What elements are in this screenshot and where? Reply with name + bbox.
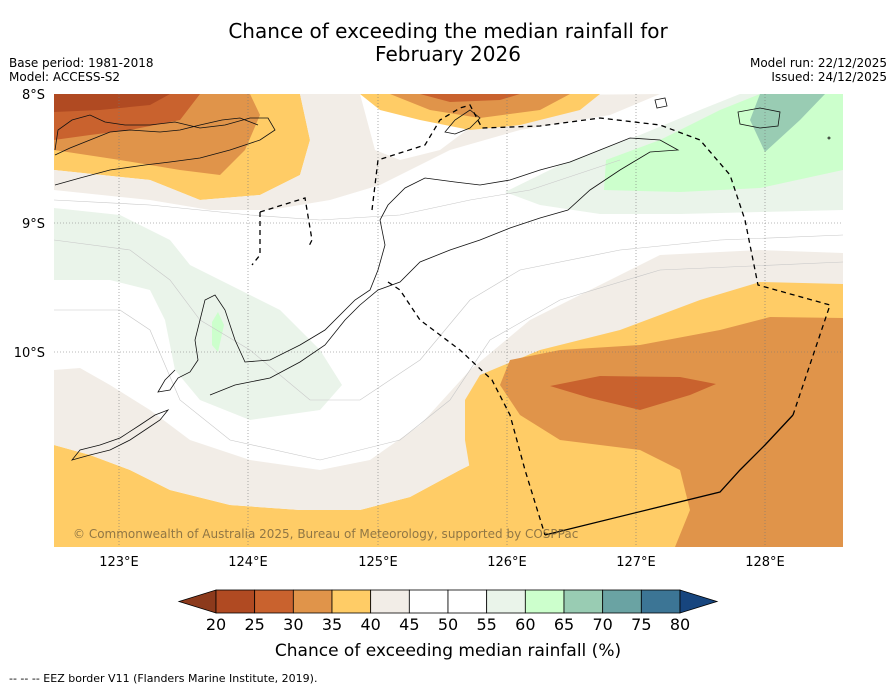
lon-label-125e: 125°E <box>358 555 398 570</box>
issue-info: Model run: 22/12/2025 Issued: 24/12/2025 <box>750 56 887 84</box>
colorbar-swatch <box>447 589 488 614</box>
colorbar-over-arrow <box>679 589 719 614</box>
issued-text: Issued: 24/12/2025 <box>771 70 887 84</box>
colorbar-tick-label: 65 <box>553 615 575 634</box>
colorbar-tick-label: 80 <box>669 615 691 634</box>
model-name-text: Model: ACCESS-S2 <box>9 70 121 84</box>
lat-label-10s: 10°S <box>14 346 45 361</box>
colorbar-tick-label: 55 <box>476 615 497 634</box>
lon-label-123e: 123°E <box>99 555 139 570</box>
colorbar-swatch <box>370 589 410 614</box>
romang-coastline <box>654 97 668 109</box>
colorbar-tick-label: 75 <box>631 615 652 634</box>
coastlines <box>54 97 831 461</box>
colorbar-swatch <box>524 589 565 614</box>
colorbar-under-arrow <box>177 589 217 614</box>
colorbar-tick-label: 45 <box>399 615 420 634</box>
band-nc-25-30 <box>420 94 520 102</box>
colorbar-title: Chance of exceeding median rainfall (%) <box>274 641 622 661</box>
base-period-text: Base period: 1981-2018 <box>9 56 154 70</box>
colorbar-tick-label: 60 <box>515 615 536 634</box>
lat-label-9s: 9°S <box>22 217 45 232</box>
lon-label-127e: 127°E <box>616 555 656 570</box>
kisar-coastline <box>737 107 781 129</box>
colorbar-swatch <box>292 589 333 614</box>
map-title: Chance of exceeding the median rainfall … <box>0 20 896 66</box>
colorbar-tick-label: 70 <box>592 615 613 634</box>
band-south-40-45 <box>54 250 843 510</box>
flores-east-coastline <box>54 117 259 156</box>
map-plot-area: © Commonwealth of Australia 2025, Bureau… <box>54 94 843 547</box>
colorbar-tick-label: 20 <box>205 615 227 634</box>
model-run-text: Model run: 22/12/2025 <box>749 56 887 70</box>
contour-lines <box>54 159 843 461</box>
rote-coastline <box>70 409 170 461</box>
alor-coastline <box>54 114 276 186</box>
lon-label-128e: 128°E <box>745 555 785 570</box>
map-title-line1: Chance of exceeding the median rainfall … <box>228 19 668 43</box>
colorbar <box>177 589 719 614</box>
eez-solid-border <box>544 414 794 536</box>
colorbar-swatch <box>331 589 372 614</box>
colorbar-swatch <box>486 589 526 614</box>
band-nc-30-35 <box>390 94 570 118</box>
wetar-coastline <box>444 109 481 135</box>
colorbar-swatch <box>640 589 681 614</box>
lon-label-126e: 126°E <box>487 555 527 570</box>
graticule <box>54 94 843 547</box>
colorbar-tick-label: 40 <box>360 615 381 634</box>
colorbar-swatch <box>215 589 256 614</box>
eez-borders <box>251 104 831 536</box>
colorbar-tick-label: 30 <box>283 615 304 634</box>
copyright-text: © Commonwealth of Australia 2025, Bureau… <box>73 527 578 541</box>
colorbar-tick-label: 25 <box>244 615 265 634</box>
latitude-labels: 8°S 9°S 10°S <box>14 88 45 361</box>
colorbar-swatch <box>602 589 642 614</box>
band-nw-20-25 <box>54 94 170 112</box>
colorbar-tick-label: 50 <box>437 615 459 634</box>
colorbar-swatch <box>254 589 294 614</box>
band-south-25-30 <box>550 376 716 410</box>
map-title-line2: February 2026 <box>375 42 521 66</box>
band-ne-65-70 <box>750 94 825 152</box>
colorbar-swatch <box>408 589 449 614</box>
lat-label-8s: 8°S <box>22 88 45 103</box>
colorbar-tick-label: 35 <box>321 615 343 634</box>
timor-coastline <box>157 137 680 396</box>
band-west-60-65 <box>212 312 224 352</box>
model-info: Base period: 1981-2018 Model: ACCESS-S2 <box>9 56 154 84</box>
eez-footnote: -- -- -- EEZ border V11 (Flanders Marine… <box>9 672 318 685</box>
lon-label-124e: 124°E <box>228 555 268 570</box>
colorbar-swatch <box>563 589 604 614</box>
longitude-labels: 123°E 124°E 125°E 126°E 127°E 128°E <box>99 555 785 570</box>
band-south-30-35 <box>500 317 843 547</box>
